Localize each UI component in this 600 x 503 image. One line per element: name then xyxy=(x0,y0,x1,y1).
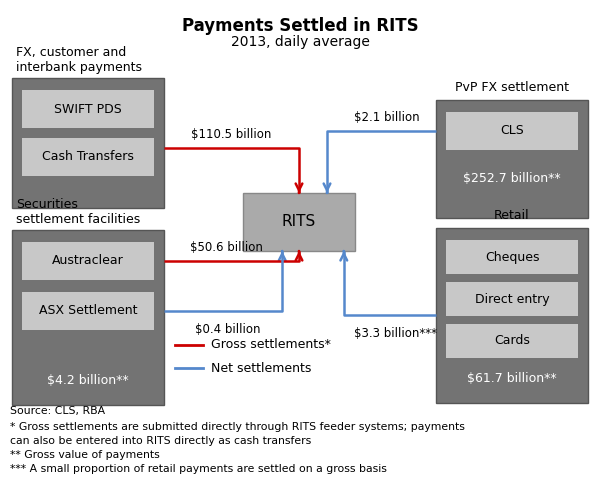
Bar xyxy=(436,228,588,403)
Text: Gross settlements*: Gross settlements* xyxy=(211,339,331,352)
Text: Cash Transfers: Cash Transfers xyxy=(42,150,134,163)
Text: $252.7 billion**: $252.7 billion** xyxy=(463,172,561,185)
Text: $50.6 billion: $50.6 billion xyxy=(190,241,263,254)
Text: Retail: Retail xyxy=(494,209,530,222)
Text: SWIFT PDS: SWIFT PDS xyxy=(54,103,122,116)
Bar xyxy=(12,78,164,208)
Text: RITS: RITS xyxy=(282,214,316,229)
Text: $110.5 billion: $110.5 billion xyxy=(191,128,272,141)
Text: Austraclear: Austraclear xyxy=(52,255,124,268)
Text: $4.2 billion**: $4.2 billion** xyxy=(47,374,129,386)
Bar xyxy=(446,324,578,358)
Text: PvP FX settlement: PvP FX settlement xyxy=(455,81,569,94)
Text: Payments Settled in RITS: Payments Settled in RITS xyxy=(182,17,418,35)
Text: ASX Settlement: ASX Settlement xyxy=(39,304,137,317)
Text: Securities
settlement facilities: Securities settlement facilities xyxy=(16,198,140,226)
Text: Cards: Cards xyxy=(494,334,530,348)
Text: $2.1 billion: $2.1 billion xyxy=(353,111,419,124)
Bar xyxy=(22,90,154,128)
Text: Net settlements: Net settlements xyxy=(211,362,311,375)
Text: $3.3 billion***: $3.3 billion*** xyxy=(355,327,437,340)
Bar xyxy=(22,138,154,176)
Bar xyxy=(446,240,578,274)
Text: $0.4 billion: $0.4 billion xyxy=(196,323,261,336)
Text: can also be entered into RITS directly as cash transfers: can also be entered into RITS directly a… xyxy=(10,436,311,446)
Bar xyxy=(22,242,154,280)
Text: Cheques: Cheques xyxy=(485,250,539,264)
Bar xyxy=(436,100,588,218)
Bar xyxy=(446,282,578,316)
Bar xyxy=(243,193,355,251)
Text: 2013, daily average: 2013, daily average xyxy=(230,35,370,49)
Text: * Gross settlements are submitted directly through RITS feeder systems; payments: * Gross settlements are submitted direct… xyxy=(10,422,465,432)
Text: $61.7 billion**: $61.7 billion** xyxy=(467,372,557,384)
Text: Direct entry: Direct entry xyxy=(475,293,550,305)
Text: Source: CLS, RBA: Source: CLS, RBA xyxy=(10,406,105,416)
Bar xyxy=(446,112,578,150)
Bar xyxy=(22,292,154,330)
Text: ** Gross value of payments: ** Gross value of payments xyxy=(10,450,160,460)
Text: CLS: CLS xyxy=(500,125,524,137)
Text: FX, customer and
interbank payments: FX, customer and interbank payments xyxy=(16,46,142,74)
Bar xyxy=(12,230,164,405)
Text: *** A small proportion of retail payments are settled on a gross basis: *** A small proportion of retail payment… xyxy=(10,464,387,474)
